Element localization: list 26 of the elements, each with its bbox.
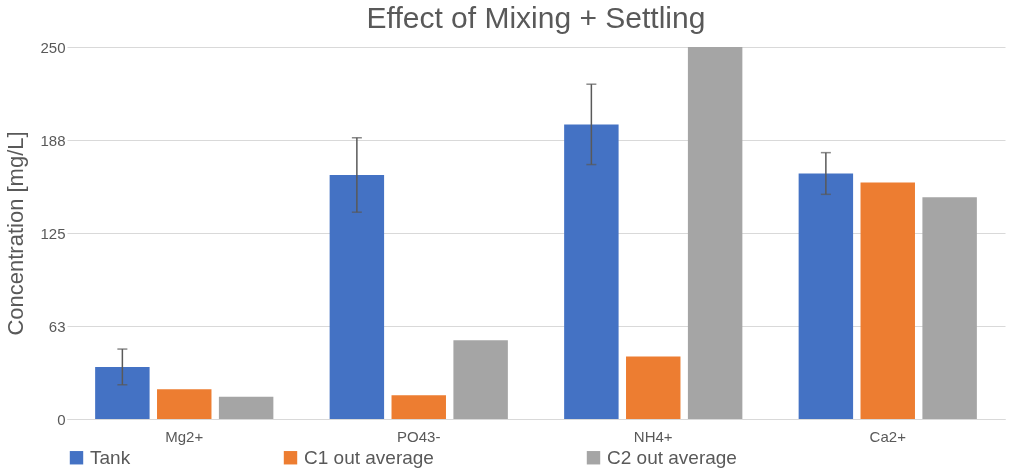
bar [564,124,619,419]
x-tick-label: PO43- [397,427,441,445]
chart-title: Effect of Mixing + Settling [366,1,706,34]
bar [453,340,508,419]
bar [391,395,446,419]
bar [157,389,212,419]
x-tick-label: Ca2+ [869,427,907,445]
y-tick-label: 250 [40,38,66,56]
bar [329,174,385,419]
y-tick-label: 0 [57,410,66,428]
legend-label: Tank [90,446,131,468]
x-tick-label: NH4+ [633,427,673,445]
bar [798,173,854,419]
legend-label: C1 out average [304,446,434,468]
bar [218,396,274,419]
bar [95,366,150,419]
bar [626,356,681,419]
y-tick-label: 188 [40,131,66,149]
bar [922,197,977,419]
legend-label: C2 out average [607,446,737,468]
bar [687,47,743,419]
y-tick-label: 125 [40,224,66,242]
y-tick-label: 63 [48,317,66,335]
x-tick-label: Mg2+ [165,427,204,445]
y-axis-title: Concentration [mg/L] [3,131,29,336]
bar [860,182,915,419]
